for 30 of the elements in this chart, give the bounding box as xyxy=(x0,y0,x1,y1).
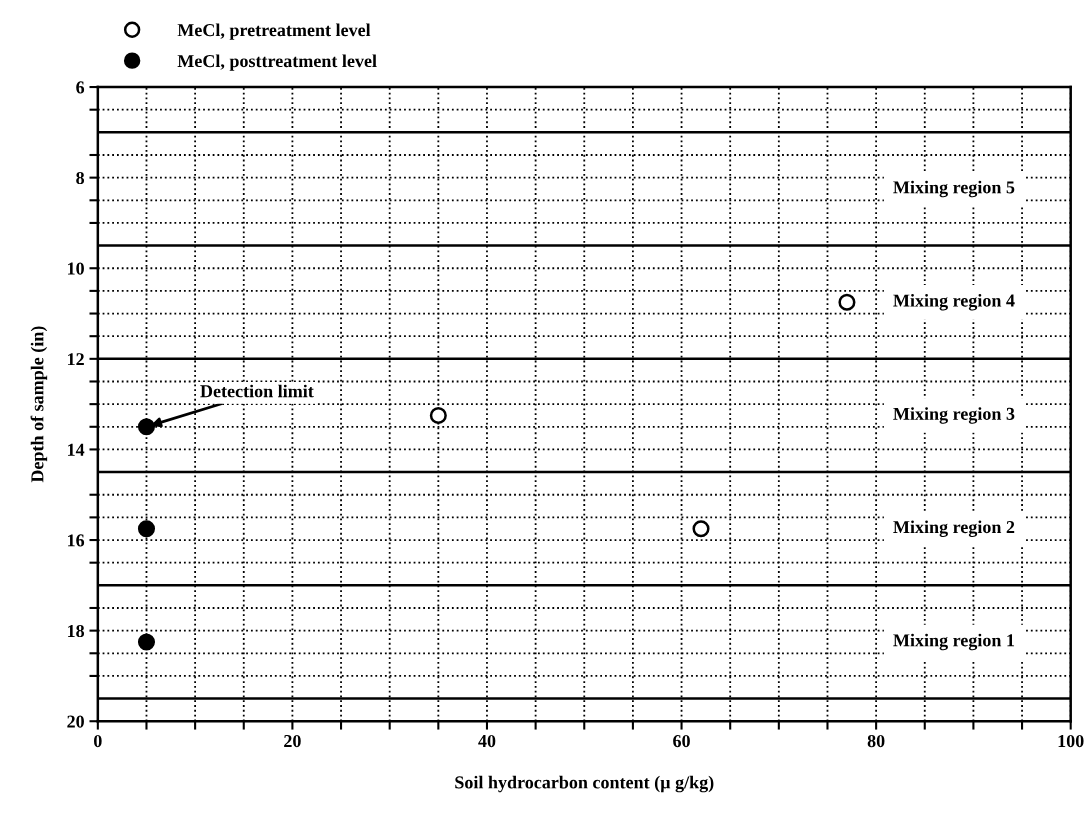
x-tick-label: 60 xyxy=(673,734,690,748)
legend-label: MeCl, pretreatment level xyxy=(177,23,371,40)
y-axis-title: Depth of sample (in) xyxy=(30,326,48,483)
y-tick-label: 16 xyxy=(68,534,85,547)
point xyxy=(137,520,156,538)
x-tick-label: 20 xyxy=(284,734,301,748)
y-tick-label: 8 xyxy=(76,171,85,185)
point xyxy=(429,406,447,424)
annotation: Mixing region 2 xyxy=(893,520,1015,537)
x-tick-label: 80 xyxy=(867,734,885,748)
y-tick-label: 12 xyxy=(68,353,84,366)
annotation: Mixing region 4 xyxy=(893,293,1015,311)
x-axis-title: Soil hydrocarbon content (µ g/kg) xyxy=(455,775,714,793)
y-tick-label: 10 xyxy=(68,262,84,275)
point xyxy=(692,520,710,538)
point xyxy=(137,418,156,436)
annotation: Mixing region 1 xyxy=(893,633,1015,651)
annotation: Mixing region 5 xyxy=(893,180,1015,198)
annotation: Mixing region 3 xyxy=(893,407,1015,424)
annotation: Detection limit xyxy=(200,384,314,398)
y-tick-label: 14 xyxy=(68,443,85,456)
legend-label: MeCl, posttreatment level xyxy=(177,54,377,71)
point xyxy=(137,633,156,651)
y-tick-label: 20 xyxy=(67,715,84,728)
point xyxy=(838,293,856,311)
x-tick-label: 0 xyxy=(94,734,102,748)
x-tick-label: 100 xyxy=(1058,734,1084,748)
x-tick-label: 40 xyxy=(478,734,496,748)
y-tick-label: 18 xyxy=(68,624,85,638)
y-tick-label: 6 xyxy=(76,81,85,94)
